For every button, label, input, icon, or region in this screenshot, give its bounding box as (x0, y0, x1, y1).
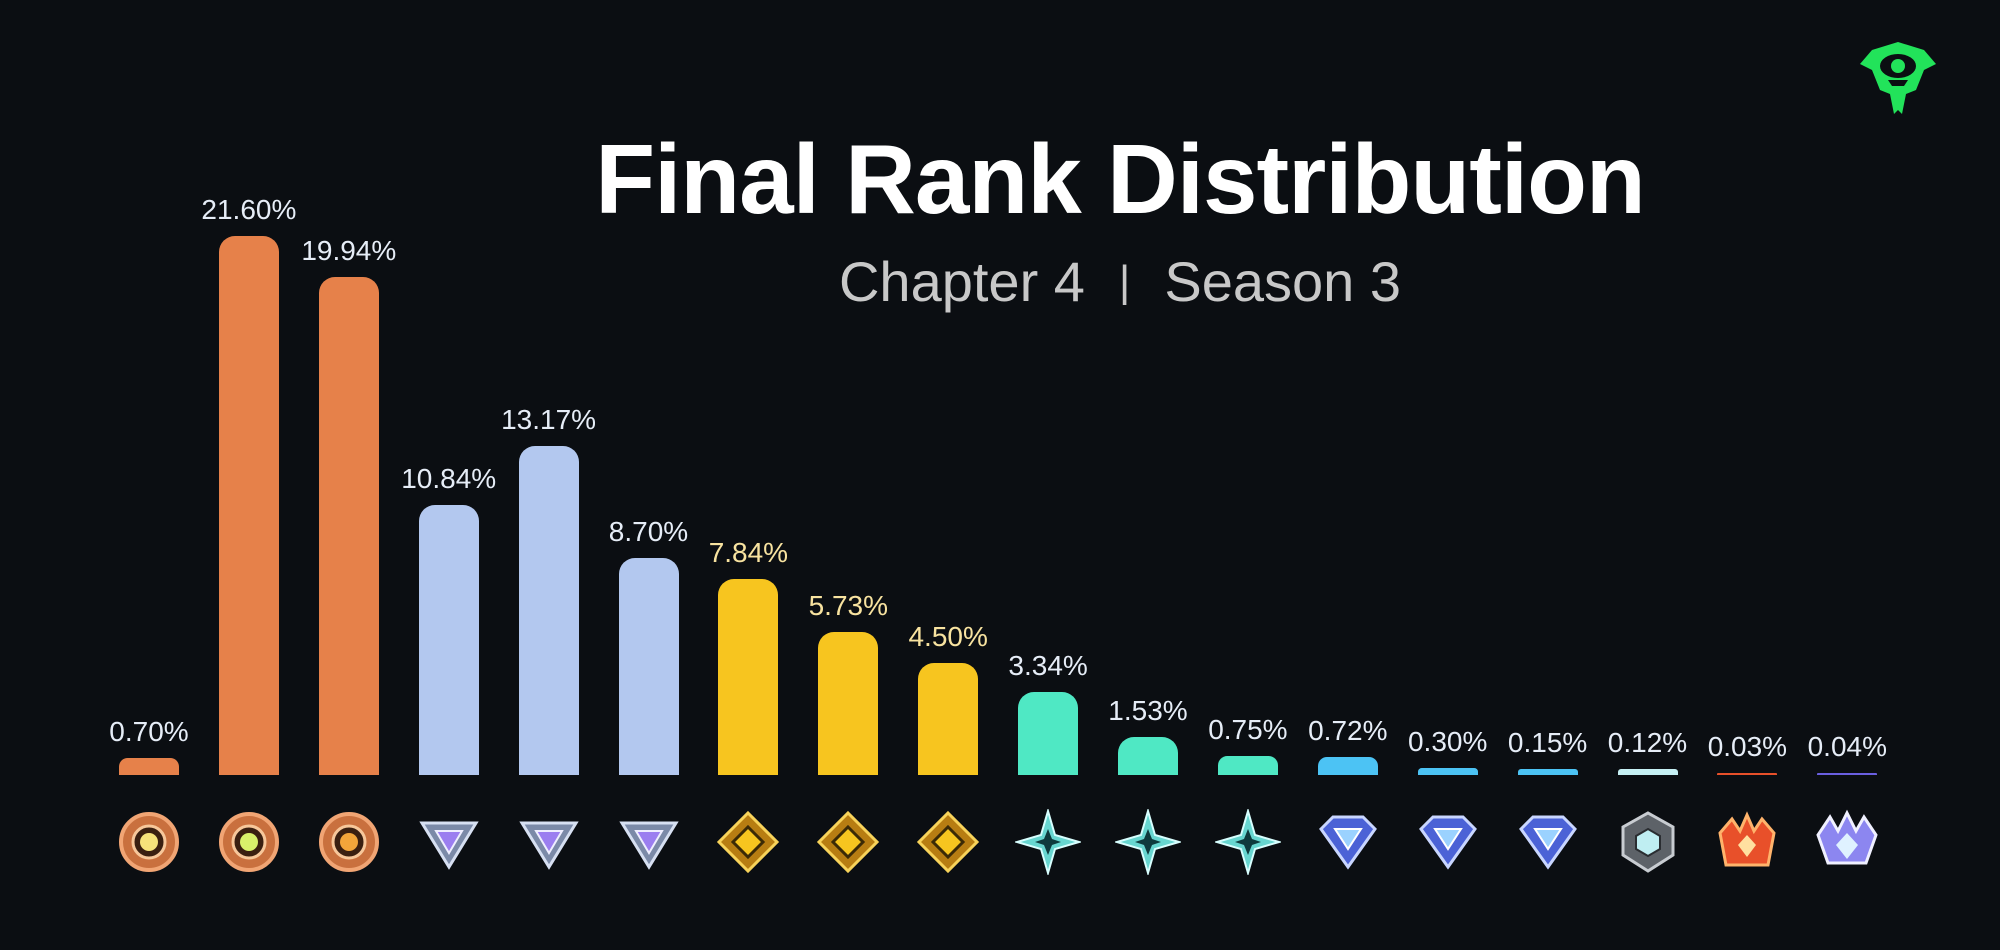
bar-platinum (1217, 756, 1278, 775)
bronze-3-rank-icon (318, 812, 379, 872)
bar-silver (418, 504, 479, 775)
bar-value-label: 8.70% (608, 515, 689, 547)
bar-diamond (1417, 767, 1478, 775)
bar-value-label: 7.84% (708, 537, 789, 569)
subtitle-chapter: Chapter 4 (838, 250, 1085, 313)
bar-gold (718, 579, 779, 775)
silver-2-rank-icon (518, 821, 579, 870)
bar-value-label: 5.73% (808, 590, 888, 622)
platinum-1-rank-icon (1015, 809, 1082, 875)
bar-value-label: 0.15% (1507, 727, 1588, 758)
gold-3-rank-icon (917, 810, 980, 874)
unreal-rank-icon (1816, 809, 1878, 865)
bar-value-label: 0.70% (109, 715, 189, 747)
bar-platinum (1018, 691, 1079, 775)
gold-2-rank-icon (817, 810, 880, 874)
bar-value-label: 3.34% (1008, 649, 1088, 681)
subtitle-season: Season 3 (1164, 250, 1401, 313)
chart-subtitle: Chapter 4 | Season 3 (0, 254, 2000, 310)
bar-value-label: 0.12% (1607, 727, 1688, 758)
bronze-1-rank-icon (119, 812, 179, 872)
bar-bronze (119, 757, 179, 775)
bar-silver (518, 446, 579, 775)
bar-champion (1717, 773, 1778, 775)
diamond-1-rank-icon (1318, 815, 1377, 870)
subtitle-separator: | (1118, 257, 1131, 306)
bar-platinum (1118, 736, 1178, 775)
diamond-2-rank-icon (1418, 815, 1477, 870)
bar-bronze (218, 236, 279, 775)
bar-value-label: 4.50% (908, 620, 988, 652)
champion-rank-icon (1718, 811, 1776, 867)
bar-value-label: 0.72% (1308, 715, 1388, 747)
bar-value-label: 0.04% (1807, 731, 1887, 762)
platinum-2-rank-icon (1115, 809, 1181, 875)
bar-unreal (1817, 773, 1878, 775)
bar-value-label: 10.84% (401, 462, 497, 494)
bar-value-label: 0.03% (1707, 731, 1788, 762)
silver-3-rank-icon (618, 821, 679, 870)
bar-value-label: 19.94% (301, 235, 397, 267)
green-helmet-logo-icon (1860, 42, 1936, 114)
bar-gold (818, 632, 879, 775)
bar-value-label: 0.30% (1407, 725, 1488, 757)
bar-silver (618, 557, 679, 775)
bar-value-label: 1.53% (1108, 694, 1188, 726)
bar-gold (918, 662, 979, 775)
elite-rank-icon (1621, 811, 1674, 873)
bronze-2-rank-icon (218, 812, 279, 872)
gold-1-rank-icon (717, 810, 780, 874)
diamond-3-rank-icon (1518, 815, 1577, 870)
silver-1-rank-icon (419, 821, 479, 870)
bar-diamond (1317, 757, 1378, 775)
bar-value-label: 21.60% (201, 194, 297, 226)
chart-title: Final Rank Distribution (595, 124, 1646, 234)
bar-diamond (1517, 769, 1578, 775)
bar-value-label: 0.75% (1208, 714, 1288, 746)
bar-value-label: 13.17% (501, 404, 597, 436)
bar-elite (1617, 769, 1678, 775)
bar-bronze (318, 277, 379, 775)
platinum-3-rank-icon (1214, 809, 1281, 875)
